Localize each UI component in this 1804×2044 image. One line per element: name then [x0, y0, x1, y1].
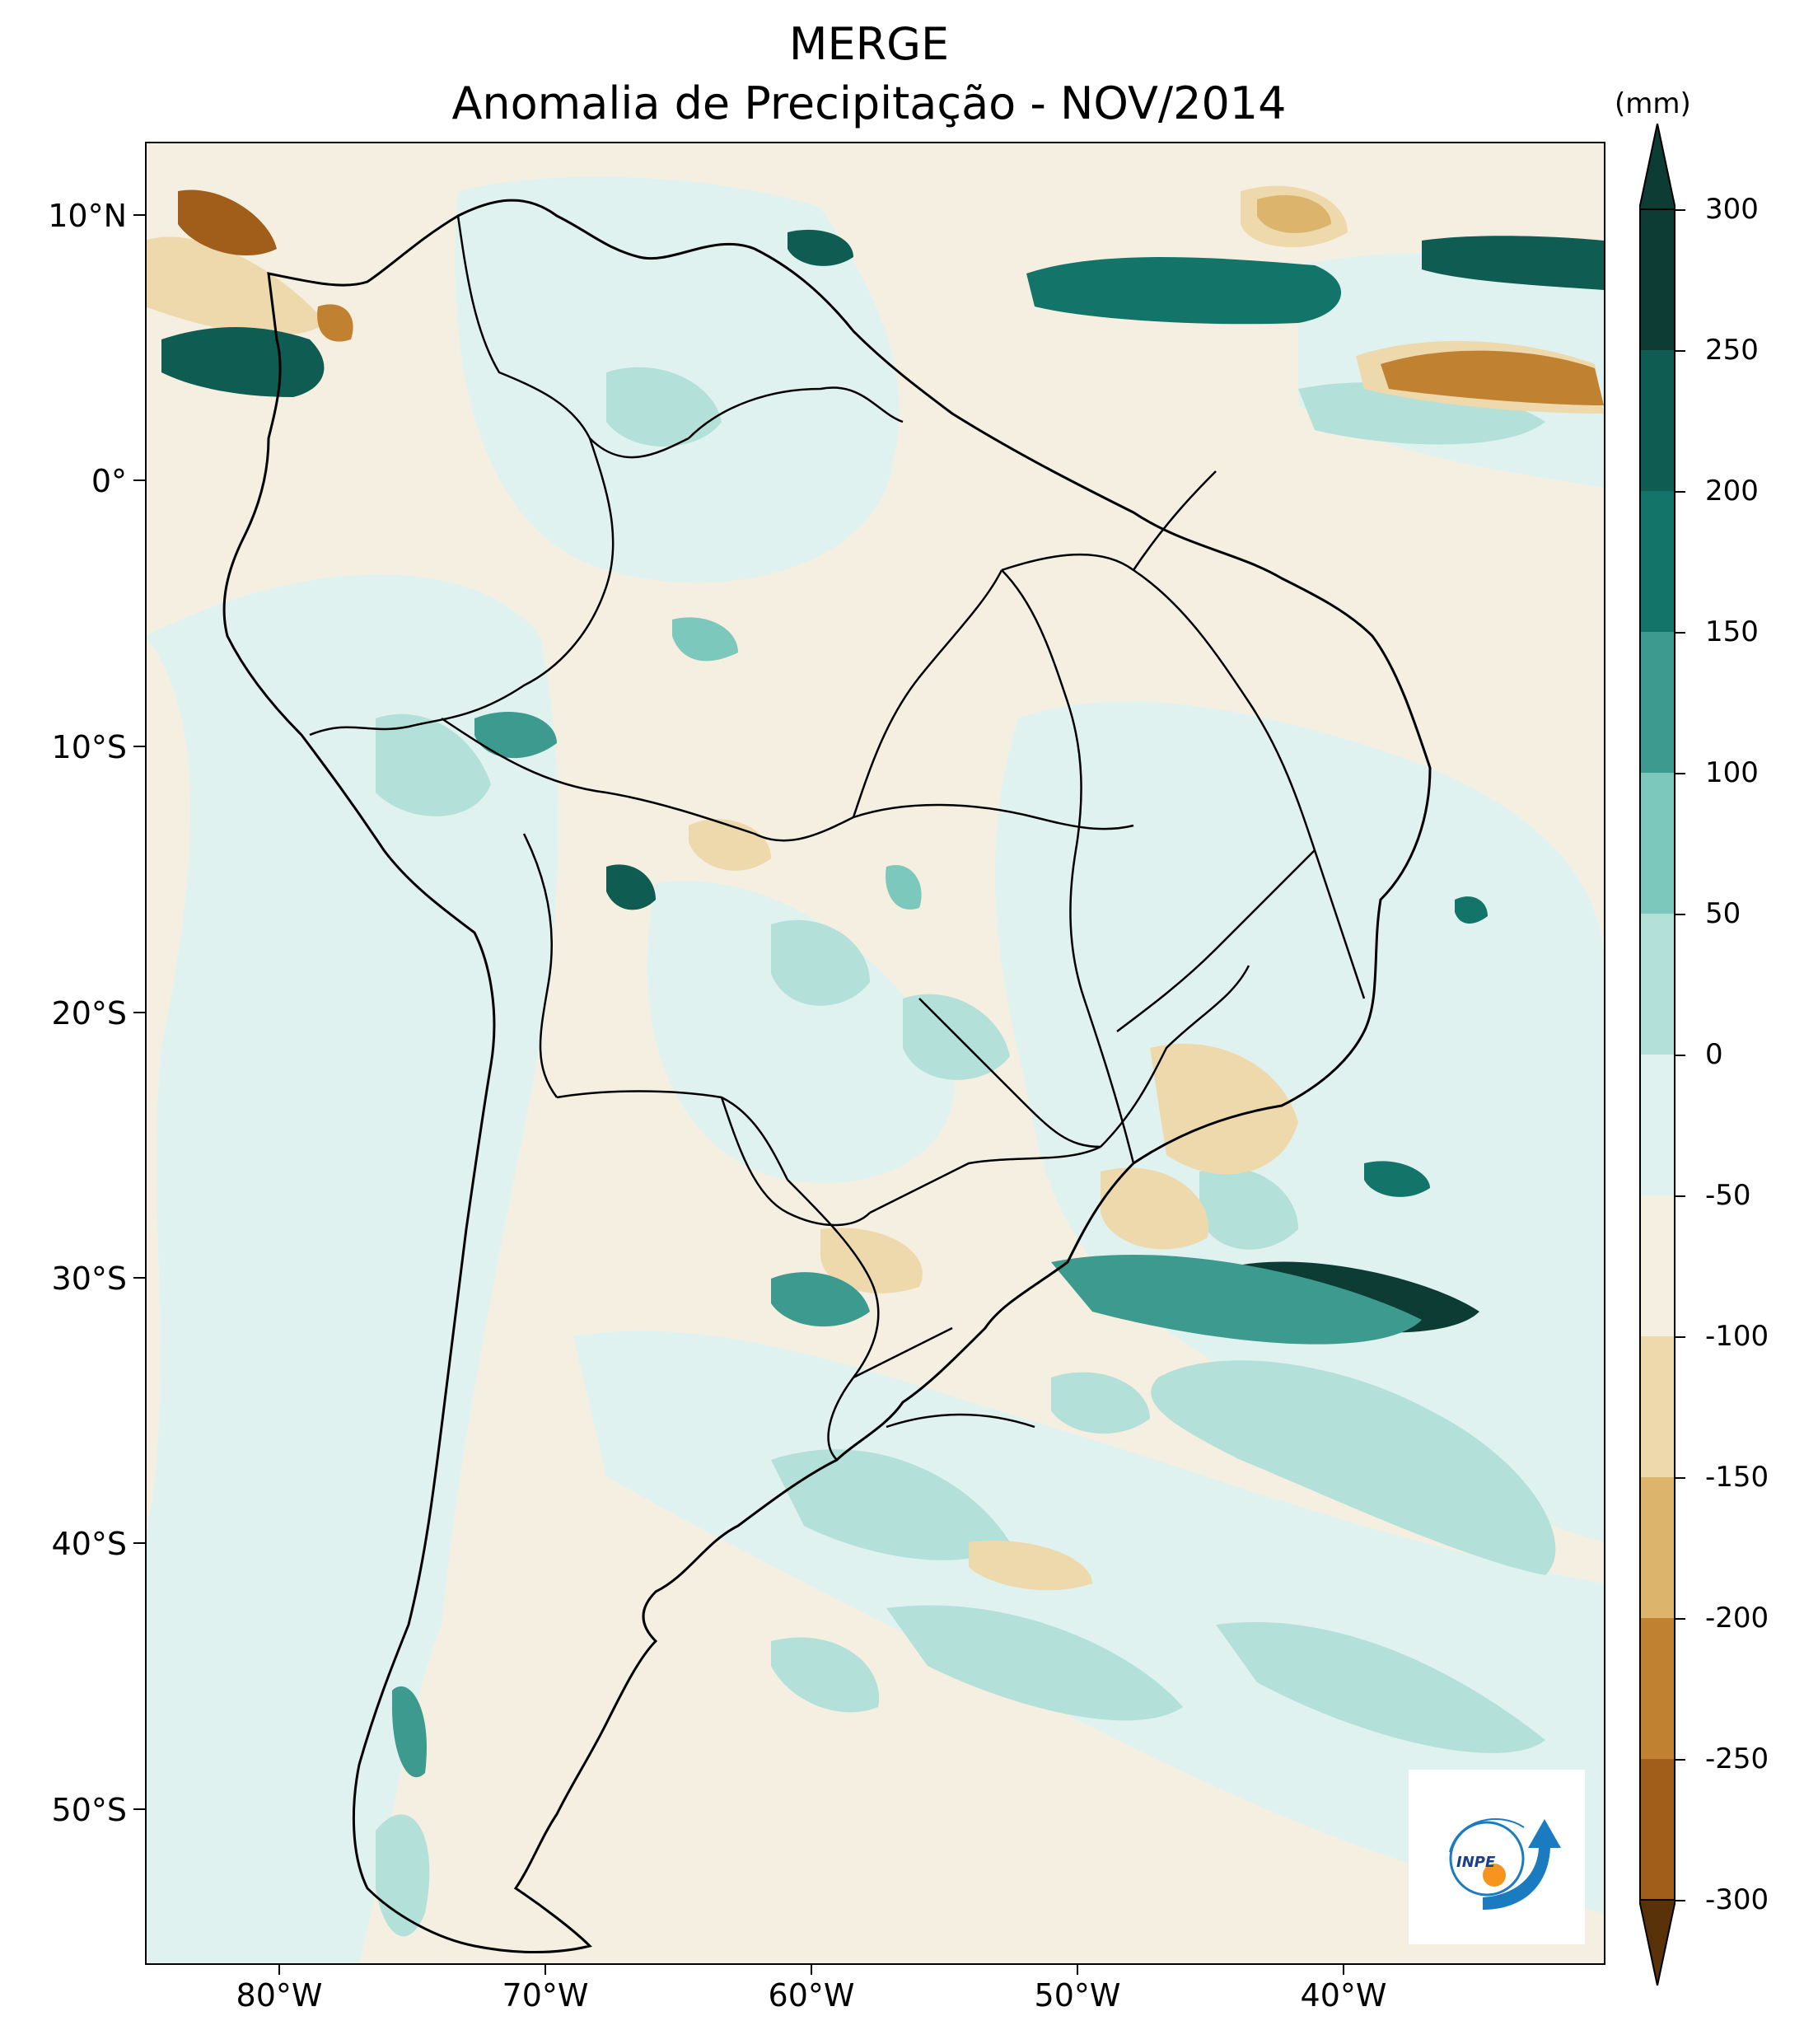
colorbar-label: -150: [1705, 1461, 1769, 1494]
colorbar-label: 200: [1705, 475, 1759, 507]
lat-label: 10°S: [51, 729, 127, 765]
anomaly-negative-100-zones: [178, 189, 1604, 405]
colorbar-band: [1639, 491, 1675, 632]
lat-label: 50°S: [51, 1792, 127, 1828]
colorbar-band: [1639, 1055, 1675, 1195]
colorbar-band: [1639, 1336, 1675, 1477]
colorbar-band: [1639, 632, 1675, 773]
lon-tick: [1343, 1963, 1344, 1975]
lon-tick: [811, 1963, 812, 1975]
colorbar-band: [1639, 209, 1675, 350]
colorbar-label: -100: [1705, 1320, 1769, 1353]
lat-tick: [133, 479, 145, 481]
colorbar-tick: [1675, 914, 1685, 915]
lat-label: 20°S: [51, 995, 127, 1031]
lon-label: 60°W: [768, 1977, 855, 2014]
map-canvas: [145, 142, 1604, 1963]
colorbar-band: [1639, 914, 1675, 1055]
colorbar-tick: [1675, 1055, 1685, 1056]
colorbar-outline: [1639, 208, 1675, 1901]
colorbar-band: [1639, 1477, 1675, 1618]
colorbar-extend-max: [1639, 124, 1675, 210]
colorbar-tick: [1675, 209, 1685, 211]
map-subtitle: Anomalia de Precipitação - NOV/2014: [451, 77, 1287, 129]
lon-tick: [278, 1963, 280, 1975]
colorbar-label: 0: [1705, 1038, 1723, 1071]
lon-tick: [1077, 1963, 1078, 1975]
lat-label: 0°: [91, 463, 127, 499]
colorbar-tick: [1675, 632, 1685, 634]
logo-text: INPE: [1456, 1854, 1496, 1871]
colorbar-label: 250: [1705, 334, 1759, 367]
lon-label: 40°W: [1300, 1977, 1387, 2014]
lat-tick: [133, 1012, 145, 1013]
colorbar-band: [1639, 1618, 1675, 1759]
lat-tick: [133, 1542, 145, 1544]
colorbar-tick: [1675, 491, 1685, 493]
colorbar-tick: [1675, 1759, 1685, 1761]
precipitation-anomaly-map: [145, 142, 1604, 1963]
lon-label: 70°W: [502, 1977, 589, 2014]
inpe-logo: INPE: [1409, 1770, 1585, 1944]
colorbar-extend-min: [1639, 1899, 1675, 1986]
colorbar-tick: [1675, 1618, 1685, 1620]
colorbar-band: [1639, 1195, 1675, 1336]
inpe-logo-icon: INPE: [1449, 1818, 1561, 1910]
lon-tick: [544, 1963, 546, 1975]
map-title: MERGE: [788, 18, 950, 70]
colorbar-band: [1639, 350, 1675, 491]
colorbar-tick: [1675, 1336, 1685, 1338]
colorbar-label: 50: [1705, 897, 1741, 930]
colorbar-label: -200: [1705, 1602, 1769, 1635]
colorbar-label: -300: [1705, 1883, 1769, 1916]
country-and-state-borders: [309, 215, 1366, 1461]
lat-label: 40°S: [51, 1526, 127, 1562]
colorbar-tick: [1675, 350, 1685, 352]
colorbar-label: 150: [1705, 615, 1759, 648]
colorbar-label: -250: [1705, 1742, 1769, 1775]
lon-label: 50°W: [1034, 1977, 1121, 2014]
lat-label: 30°S: [51, 1261, 127, 1297]
colorbar-tick: [1675, 773, 1685, 774]
colorbar-band: [1639, 1759, 1675, 1900]
lat-tick: [133, 1808, 145, 1810]
colorbar-tick: [1675, 1477, 1685, 1479]
lat-tick: [133, 214, 145, 216]
colorbar-unit: (mm): [1615, 87, 1691, 120]
colorbar-label: -50: [1705, 1179, 1751, 1212]
lat-tick: [133, 1277, 145, 1279]
colorbar-tick: [1675, 1195, 1685, 1197]
colorbar-label: 300: [1705, 193, 1759, 226]
lon-label: 80°W: [236, 1977, 323, 2014]
lat-tick: [133, 746, 145, 747]
south-america-coastline: [222, 199, 1432, 1953]
lat-label: 10°N: [48, 198, 127, 234]
colorbar: [1639, 124, 1675, 1986]
anomaly-50-100-zones: [376, 367, 1556, 1937]
colorbar-label: 100: [1705, 756, 1759, 789]
colorbar-band: [1639, 773, 1675, 914]
anomaly-positive-cores: [161, 229, 1604, 1778]
colorbar-tick: [1675, 1900, 1685, 1901]
